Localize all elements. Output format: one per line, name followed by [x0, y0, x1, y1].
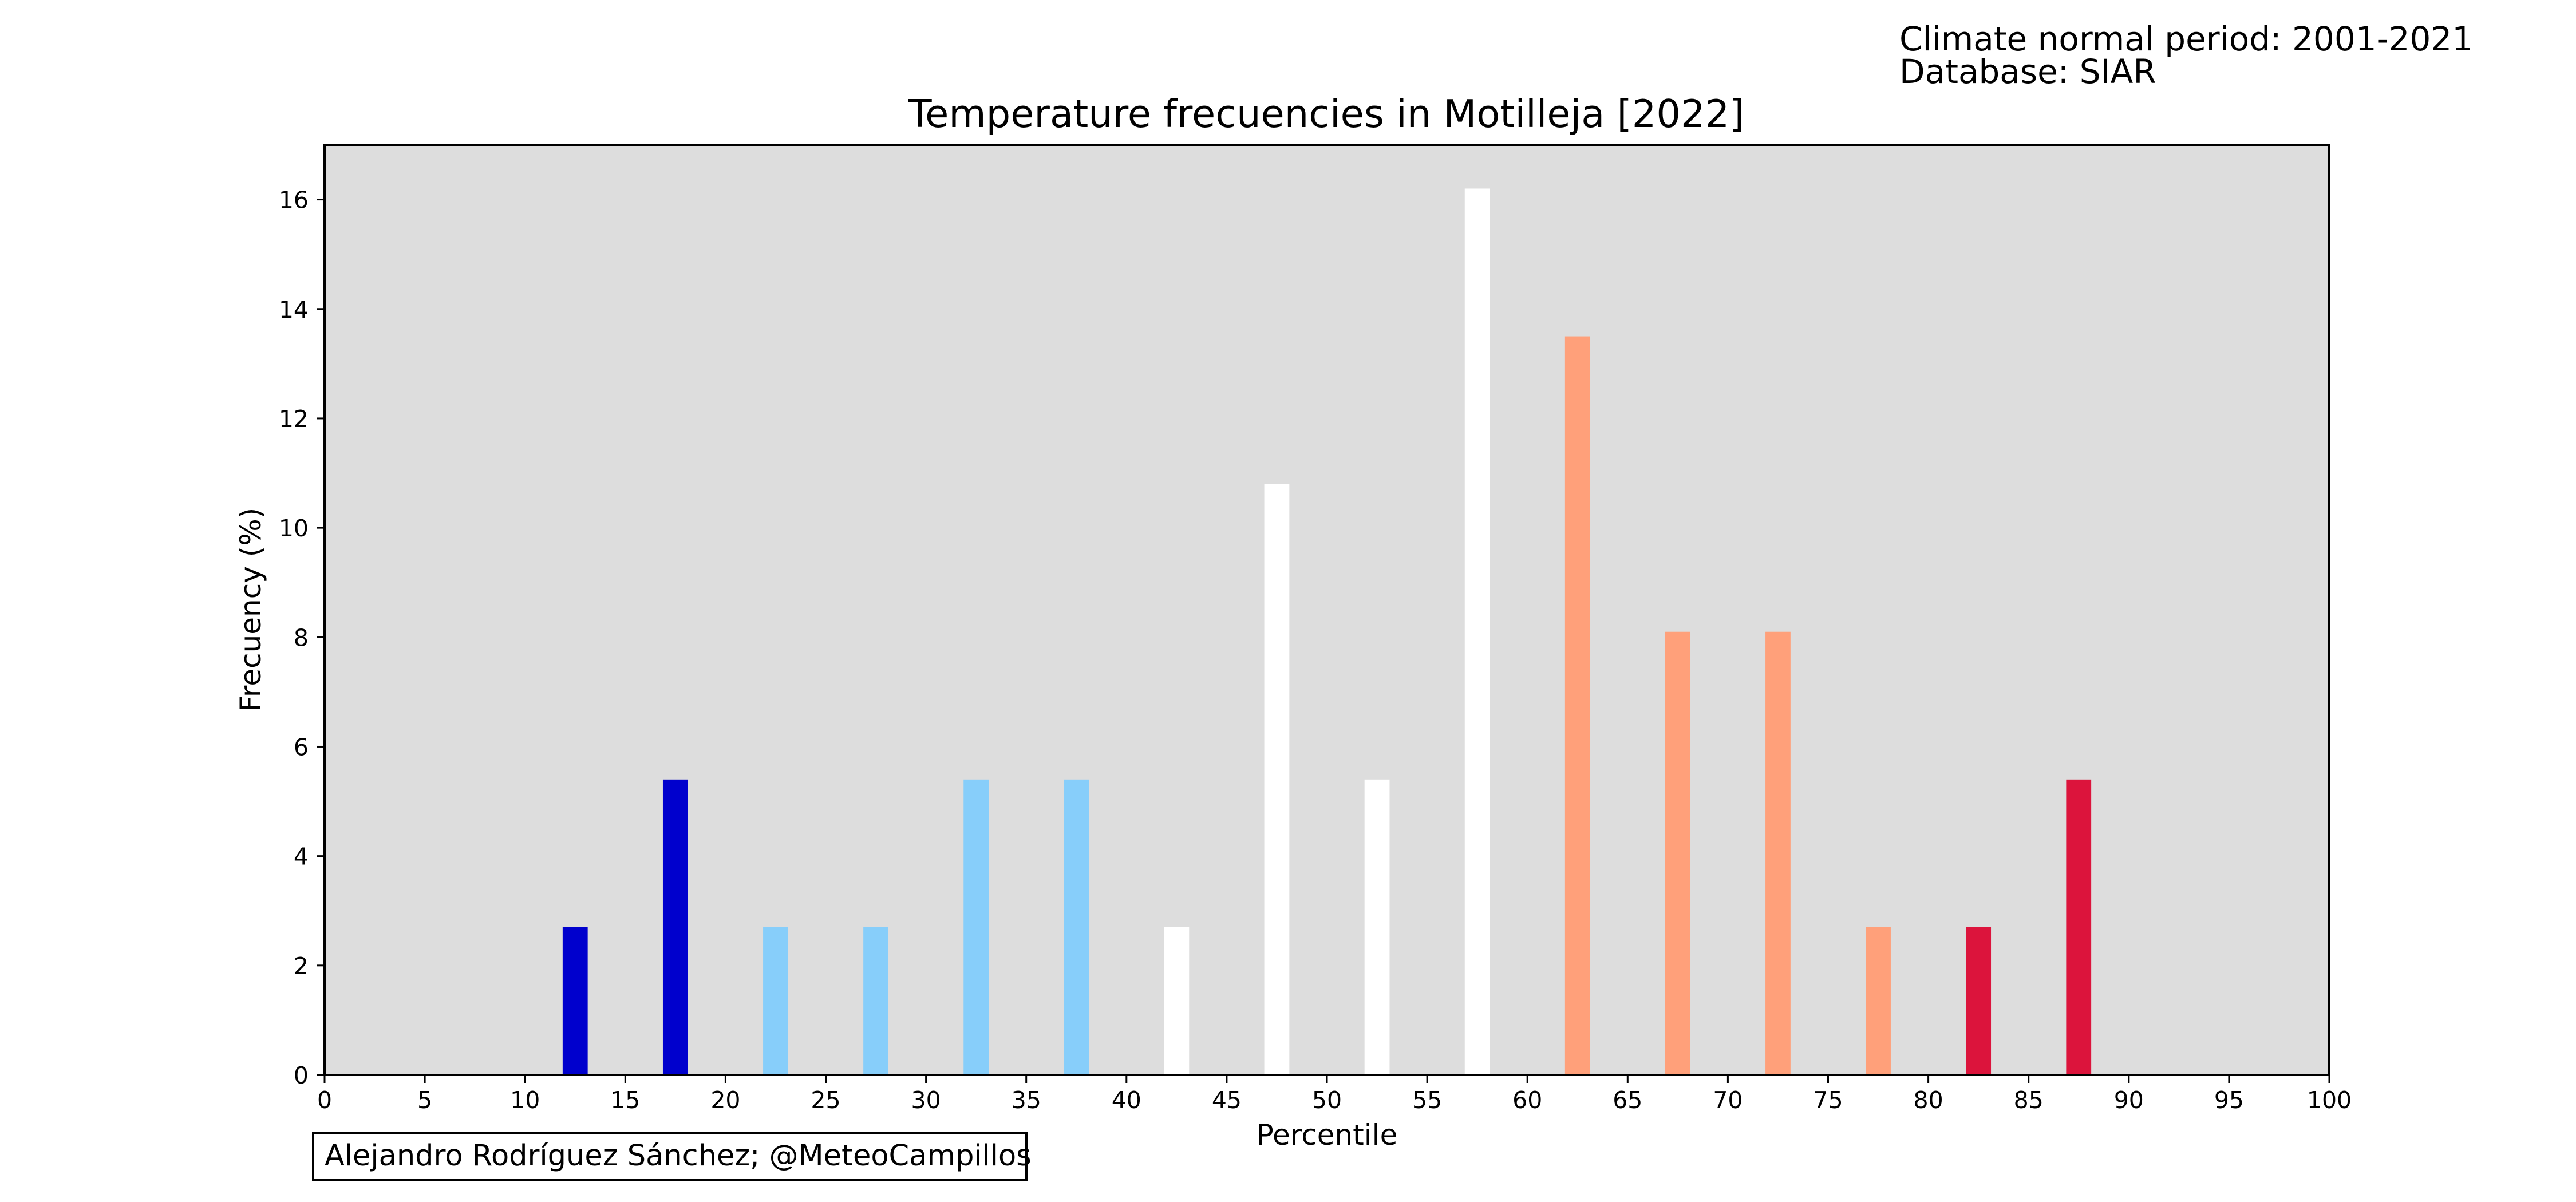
y-tick-label: 14	[279, 296, 309, 323]
climate-normal-period-note: Climate normal period: 2001-2021	[1899, 19, 2474, 58]
y-tick-label: 16	[279, 187, 309, 214]
x-tick-label: 95	[2214, 1086, 2244, 1114]
bar-72.5	[1765, 631, 1791, 1075]
x-tick-label: 45	[1212, 1086, 1242, 1114]
x-tick-label: 0	[317, 1086, 332, 1114]
x-tick-label: 90	[2114, 1086, 2144, 1114]
x-tick-label: 65	[1613, 1086, 1642, 1114]
y-tick-label: 0	[294, 1062, 309, 1089]
bar-17.5	[662, 779, 688, 1075]
x-tick-label: 60	[1512, 1086, 1542, 1114]
bar-62.5	[1564, 336, 1590, 1075]
x-tick-label: 40	[1112, 1086, 1141, 1114]
chart-title: Temperature frecuencies in Motilleja [20…	[908, 92, 1745, 136]
header-notes: Climate normal period: 2001-2021 Databas…	[1899, 19, 2474, 91]
bar-67.5	[1665, 631, 1690, 1075]
bar-87.5	[2066, 779, 2092, 1075]
y-tick-label: 6	[294, 733, 309, 761]
y-tick-label: 10	[279, 515, 309, 542]
y-tick-label: 8	[294, 624, 309, 651]
y-axis-ticks: 0 2 4 6 8 10 12 14 16	[279, 187, 325, 1089]
bar-42.5	[1164, 927, 1190, 1075]
x-tick-label: 50	[1312, 1086, 1342, 1114]
author-credit: Alejandro Rodríguez Sánchez; @MeteoCampi…	[312, 1132, 1032, 1181]
x-tick-label: 100	[2307, 1086, 2352, 1114]
x-tick-label: 20	[710, 1086, 740, 1114]
x-axis-label: Percentile	[1257, 1118, 1398, 1152]
y-tick-label: 2	[294, 952, 309, 980]
bar-77.5	[1866, 927, 1891, 1075]
bar-52.5	[1364, 779, 1390, 1075]
bar-37.5	[1064, 779, 1089, 1075]
x-tick-label: 75	[1813, 1086, 1843, 1114]
x-tick-label: 25	[811, 1086, 840, 1114]
x-tick-label: 70	[1713, 1086, 1743, 1114]
x-tick-label: 35	[1012, 1086, 1041, 1114]
y-tick-label: 4	[294, 843, 309, 871]
y-axis-label: Frecuency (%)	[234, 508, 267, 711]
x-tick-label: 30	[911, 1086, 941, 1114]
x-axis-ticks: 0 5 10 15 20 25 30 35 40 45 50 55 60 65 70 75 80 85 90 95 10…	[317, 1075, 2352, 1114]
y-tick-label: 12	[279, 405, 309, 433]
bar-47.5	[1264, 484, 1290, 1076]
bar-12.5	[562, 927, 588, 1075]
x-tick-label: 15	[610, 1086, 640, 1114]
bars-group	[562, 188, 2092, 1076]
database-note: Database: SIAR	[1899, 52, 2156, 91]
bar-57.5	[1464, 188, 1490, 1075]
x-tick-label: 10	[510, 1086, 540, 1114]
bar-22.5	[763, 927, 788, 1075]
bar-82.5	[1966, 927, 1992, 1075]
plot-area	[325, 145, 2329, 1075]
x-tick-label: 85	[2014, 1086, 2044, 1114]
x-tick-label: 80	[1914, 1086, 1943, 1114]
x-tick-label: 55	[1412, 1086, 1442, 1114]
bar-32.5	[963, 779, 989, 1075]
x-tick-label: 5	[417, 1086, 432, 1114]
bar-27.5	[863, 927, 888, 1075]
